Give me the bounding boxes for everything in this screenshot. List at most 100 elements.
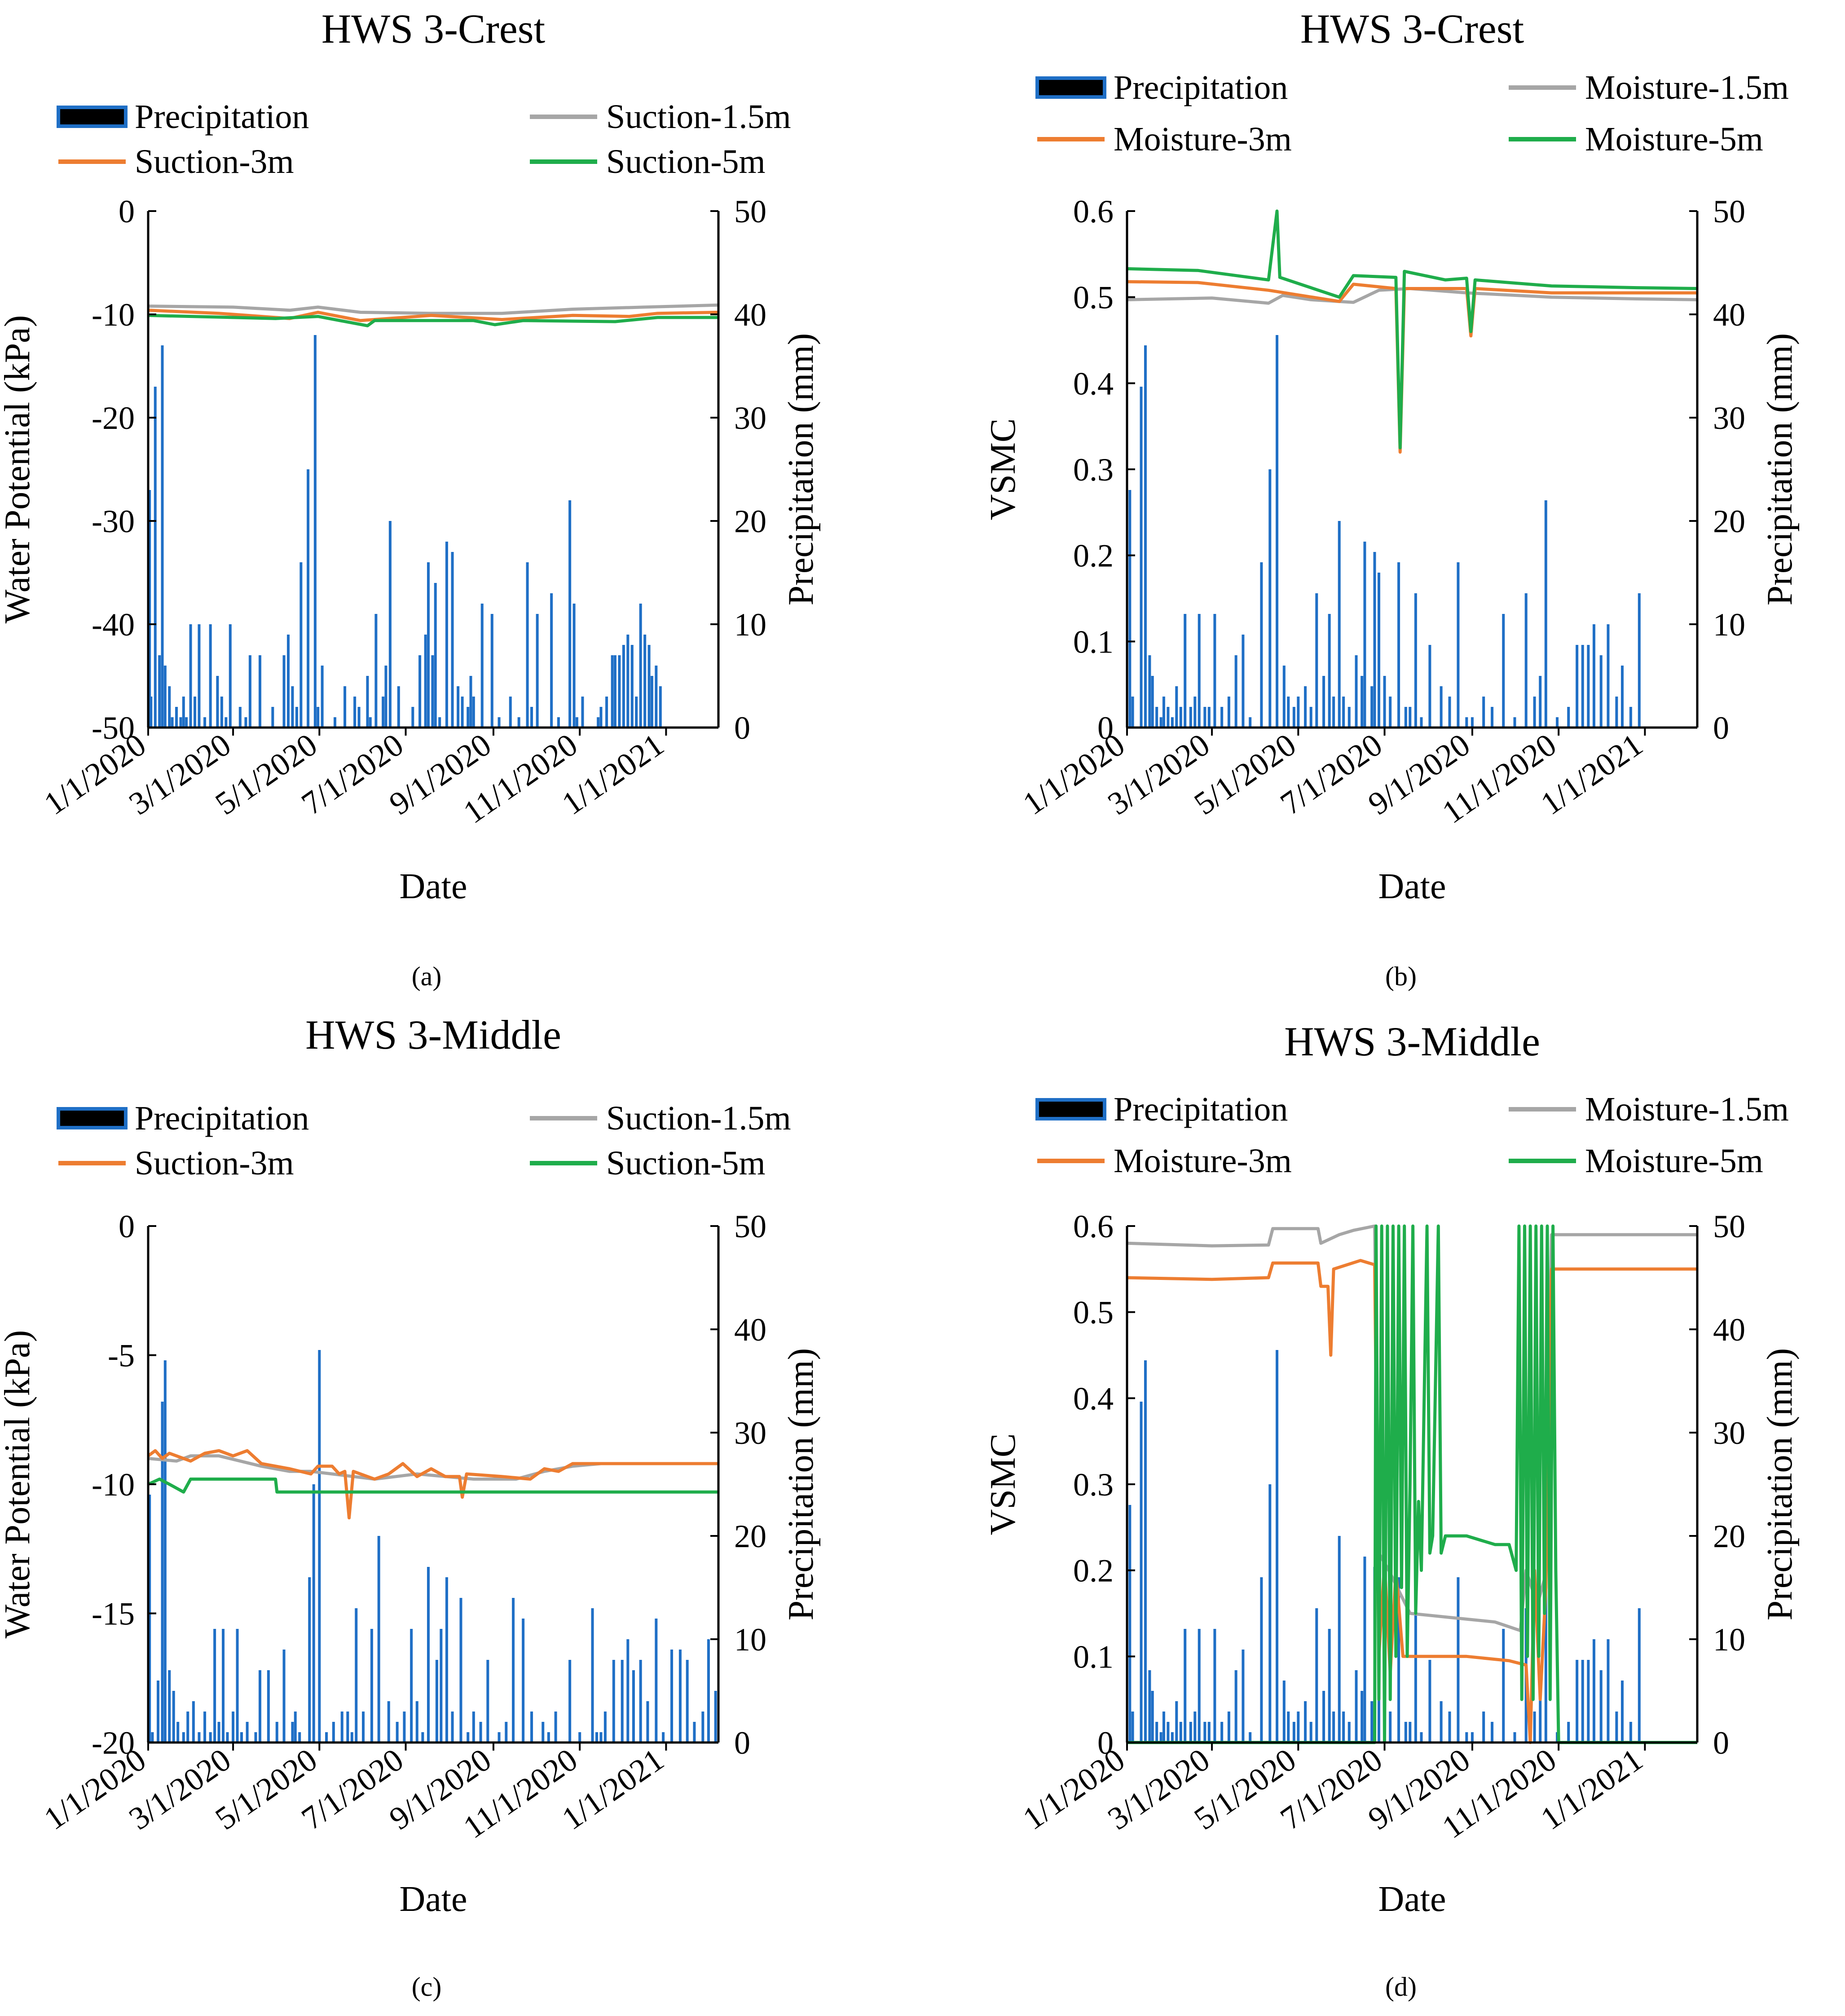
precip-bar (714, 1691, 717, 1742)
precip-bar (1260, 562, 1263, 728)
y2-tick-label: 0 (734, 1725, 750, 1761)
precip-bar (1175, 1701, 1178, 1742)
precip-bar (1234, 655, 1237, 728)
y-tick-label: 0.2 (1073, 1553, 1114, 1589)
precip-bar (1338, 521, 1341, 728)
precip-bar (189, 624, 192, 728)
precip-bar (225, 717, 228, 728)
y2-tick-label: 10 (1713, 1622, 1745, 1658)
legend-label-precipitation: Precipitation (135, 98, 309, 136)
precip-bar (647, 645, 651, 728)
precip-bar (613, 655, 616, 728)
precip-bar (568, 500, 572, 728)
precip-bar (457, 686, 460, 728)
precip-bar (1207, 707, 1211, 728)
precip-bar (357, 707, 361, 728)
precip-bar (168, 686, 171, 728)
precip-bar (148, 490, 151, 728)
precip-bar (192, 1701, 195, 1742)
precip-bar (1198, 1629, 1201, 1742)
legend-label-moisture-5m: Moisture-5m (1585, 120, 1763, 158)
precip-bar (353, 697, 357, 728)
precip-bar (291, 686, 294, 728)
precip-bar (198, 624, 201, 728)
precip-bar (193, 697, 196, 728)
legend-swatch-precipitation (57, 1107, 128, 1129)
precip-bar (1581, 1660, 1584, 1742)
legend-label-suction-5m: Suction-5m (606, 143, 766, 181)
precip-bar (1213, 1629, 1216, 1742)
precip-bar (410, 1629, 413, 1742)
precip-bar (1377, 573, 1380, 728)
legend-label-precipitation: Precipitation (1114, 69, 1288, 106)
chart-panel-d: HWS 3-Middle Precipitation Moisture-1.5m Mo… (925, 1010, 1845, 2016)
y2-tick-label: 0 (734, 710, 750, 746)
precip-bar (480, 604, 484, 728)
precip-bar (213, 1629, 216, 1742)
precip-bar (1363, 542, 1366, 728)
precip-bar (630, 645, 634, 728)
y-tick-label: 0 (1097, 1725, 1114, 1761)
precip-bar (1502, 1629, 1505, 1742)
precip-bar (427, 562, 430, 728)
precip-bar (254, 1732, 257, 1742)
chart-panel-c: HWS 3-Middle Precipitation Suction-1.5m Suc… (0, 1010, 898, 2016)
precip-bar (1539, 1691, 1542, 1742)
precip-bar (275, 1722, 278, 1742)
precip-bar (1502, 614, 1505, 728)
y-tick-label: -20 (92, 400, 135, 436)
precip-bar (1428, 645, 1431, 728)
precip-bar (643, 635, 647, 728)
precip-bar (203, 717, 207, 728)
precip-bar (1193, 697, 1197, 728)
precip-bar (431, 655, 434, 728)
y2-tick-label: 10 (734, 1622, 766, 1658)
series-line-moisture-1-5m (1127, 287, 1698, 305)
precip-bar (1592, 624, 1595, 728)
precip-bar (154, 387, 157, 728)
legend-swatch-precipitation (1035, 1098, 1106, 1120)
precip-bar (1607, 1639, 1610, 1742)
precip-bar (1397, 562, 1400, 728)
precip-bar (1513, 1732, 1516, 1742)
precip-bar (236, 1629, 239, 1742)
y-tick-label: 0.5 (1073, 280, 1114, 316)
y-tick-label: -5 (108, 1338, 135, 1374)
y2-tick-label: 50 (734, 194, 766, 229)
precip-bar (505, 1722, 508, 1742)
precip-bar (291, 1722, 294, 1742)
chart-panel-a: HWS 3-Crest Precipitation Suction-1.5m Suct… (0, 0, 898, 1001)
precip-bar (1409, 707, 1412, 728)
series-line-moisture-5m (1127, 1224, 1697, 1744)
y2-tick-label: 20 (1713, 503, 1745, 539)
precip-bar (1260, 1577, 1263, 1742)
precip-bar (384, 666, 387, 728)
precip-bar (522, 1619, 525, 1742)
precip-bar (161, 1402, 164, 1742)
precip-bar (1287, 697, 1290, 728)
precip-bar (238, 707, 242, 728)
precip-bar (1148, 655, 1151, 728)
precip-bar (530, 1712, 533, 1742)
precip-bar (299, 562, 303, 728)
precip-bar (445, 1577, 448, 1742)
y2-tick-label: 40 (1713, 1312, 1745, 1348)
y2-tick-label: 20 (734, 503, 766, 539)
precip-bar (550, 593, 553, 728)
precip-bar (216, 676, 219, 728)
y-tick-label: -40 (92, 607, 135, 643)
precip-bar (1322, 676, 1325, 728)
legend-label-suction-1-5m: Suction-1.5m (606, 98, 791, 136)
precip-bar (1361, 676, 1364, 728)
y-tick-label: 0.6 (1073, 1209, 1114, 1244)
y2-tick-label: 40 (734, 297, 766, 333)
precip-bar (1615, 697, 1618, 728)
precip-bar (1184, 614, 1187, 728)
precip-bar (1328, 1629, 1331, 1742)
y2-tick-label: 50 (1713, 1209, 1745, 1244)
precip-bar (179, 717, 182, 728)
precip-bar (1471, 717, 1474, 728)
y-axis-label: Water Potential (kPa) (0, 1330, 37, 1639)
x-axis-label: Date (399, 867, 467, 906)
precip-bar (1440, 1701, 1443, 1742)
